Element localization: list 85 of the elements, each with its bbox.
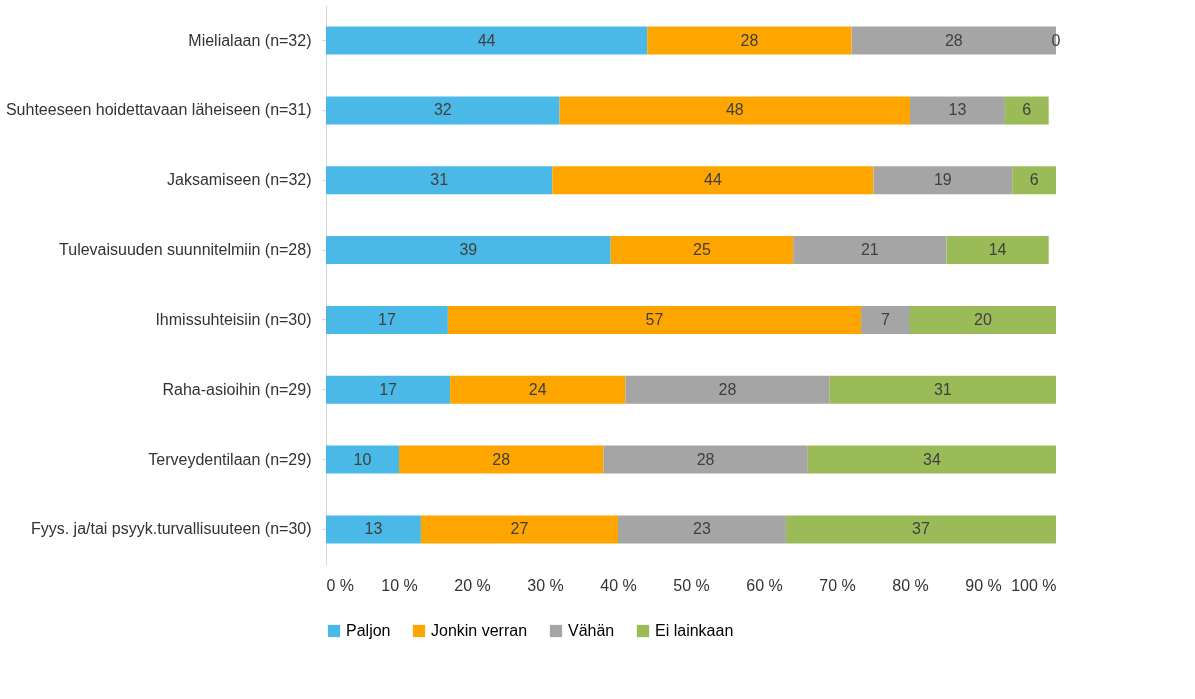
data-label: 31 [430,171,449,189]
data-label: 28 [696,450,715,468]
data-label: 44 [704,171,722,189]
bar [326,305,448,334]
y-tick-label: Ihmissuhteisiin (n=30) [155,310,312,328]
bar [399,445,604,474]
x-tick-label: 30 % [527,576,564,594]
data-label: 24 [528,380,547,398]
data-label: 13 [364,520,383,538]
bar [326,236,611,265]
data-label: 17 [379,380,398,398]
x-tick-label: 40 % [600,576,637,594]
data-label: 6 [1022,101,1032,119]
data-label: 25 [693,241,711,259]
bar [326,26,648,55]
bar [807,445,1056,474]
bar [552,166,874,195]
data-label: 13 [948,101,967,119]
data-label: 34 [923,450,941,468]
bar [647,26,852,55]
data-label: 28 [944,31,963,49]
y-tick-label: Jaksamiseen (n=32) [166,171,312,189]
y-tick-label: Suhteeseen hoidettavaan läheiseen (n=31) [5,101,312,119]
data-label: 23 [693,520,711,538]
data-label: 14 [988,241,1007,259]
bar [618,515,786,544]
legend-label: Ei lainkaan [655,622,734,639]
data-label: 48 [725,101,744,119]
data-label: 37 [912,520,930,538]
bar [326,375,451,404]
x-tick-label: 100 % [1011,576,1057,594]
bar [946,236,1049,265]
bar [559,96,910,125]
data-label: 20 [974,310,992,328]
bar [603,445,808,474]
bar [1012,166,1056,195]
bar [873,166,1013,195]
data-label: 17 [378,310,396,328]
bar [793,236,947,265]
y-tick-label: Raha-asioihin (n=29) [162,380,312,398]
x-tick-label: 0 % [326,576,355,594]
data-label: 21 [860,241,879,259]
data-label: 31 [933,380,952,398]
bar [829,375,1056,404]
bar [1004,96,1049,125]
data-label: 44 [477,31,496,49]
data-label: 10 [353,450,372,468]
data-label: 28 [492,450,511,468]
bar [447,305,862,334]
bar [610,236,794,265]
data-label: 0 [1051,31,1061,49]
y-tick-label: Mielialaan (n=32) [188,31,312,49]
y-tick-label: Fyys. ja/tai psyyk.turvallisuuteen (n=30) [30,520,312,538]
data-label: 32 [433,101,452,119]
data-label: 39 [459,241,478,259]
legend-label: Vähän [568,622,615,639]
x-tick-label: 60 % [746,576,783,594]
data-label: 28 [740,31,759,49]
y-tick-label: Tulevaisuuden suunnitelmiin (n=28) [59,241,312,259]
data-label: 7 [881,310,891,328]
bar [326,515,421,544]
y-tick-label: Terveydentilaan (n=29) [148,450,312,468]
bar [450,375,626,404]
x-tick-label: 80 % [892,576,929,594]
x-tick-label: 20 % [454,576,491,594]
legend-label: Paljon [346,622,391,639]
legend-label: Jonkin verran [431,622,528,639]
bar [861,305,910,334]
x-tick-label: 90 % [965,576,1002,594]
data-label: 57 [645,310,664,328]
bar [326,166,553,195]
data-label: 19 [933,171,952,189]
bar [625,375,830,404]
bar [910,96,1005,125]
data-label: 27 [510,520,529,538]
x-tick-label: 70 % [819,576,856,594]
bar [326,445,399,474]
data-label: 28 [718,380,737,398]
bar [420,515,618,544]
bar [785,515,1056,544]
bar [910,305,1056,334]
data-label: 6 [1029,171,1039,189]
x-tick-label: 50 % [673,576,710,594]
bar [326,96,560,125]
x-tick-label: 10 % [381,576,418,594]
